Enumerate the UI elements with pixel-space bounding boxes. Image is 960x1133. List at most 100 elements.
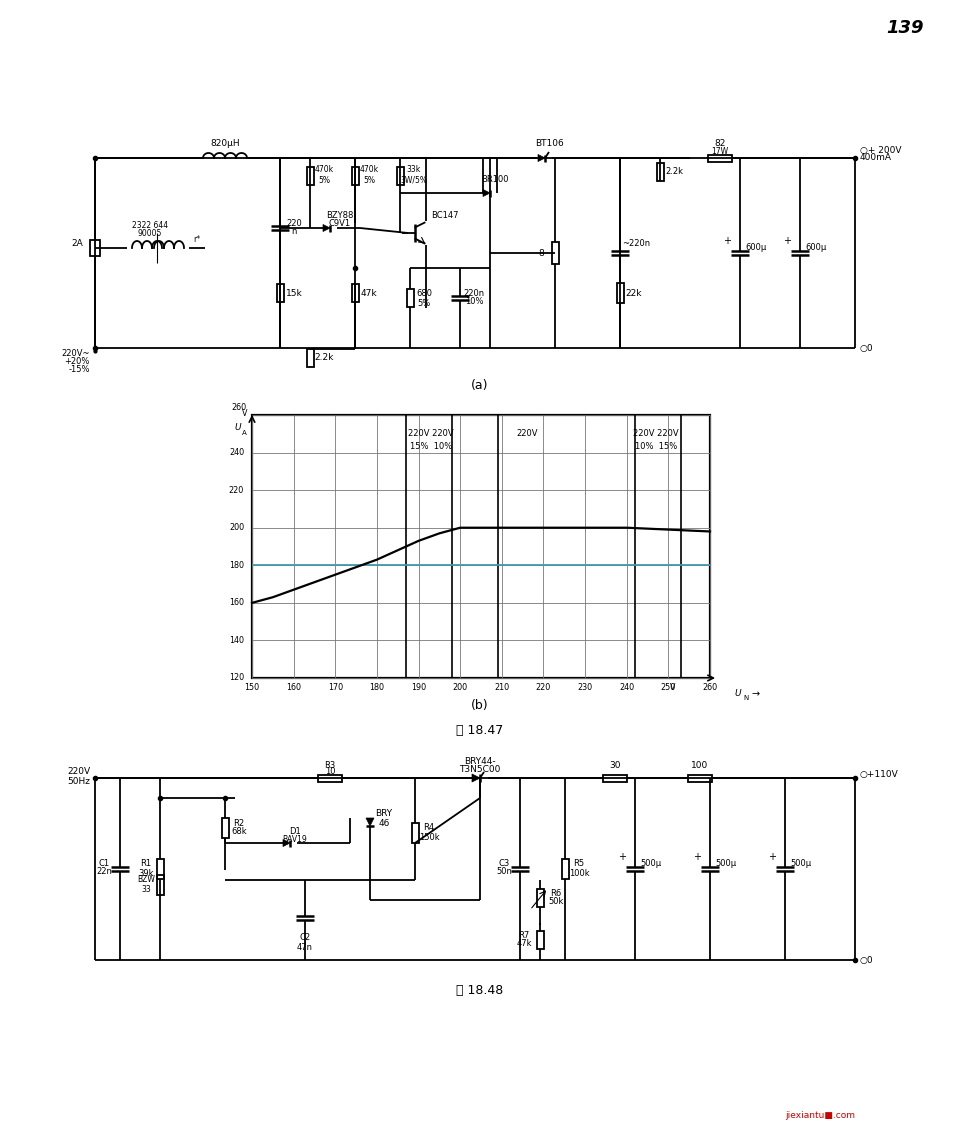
Text: 220: 220 bbox=[228, 486, 244, 495]
Text: 50Hz: 50Hz bbox=[67, 776, 90, 785]
Text: 22k: 22k bbox=[626, 289, 642, 298]
Bar bbox=[351, 284, 358, 303]
Polygon shape bbox=[472, 774, 480, 782]
Text: 10%: 10% bbox=[465, 298, 483, 307]
Bar bbox=[222, 818, 228, 838]
Bar bbox=[306, 349, 314, 367]
Bar bbox=[616, 283, 623, 303]
Text: 33k
3W/5%: 33k 3W/5% bbox=[400, 165, 427, 185]
Text: R5: R5 bbox=[573, 860, 585, 869]
Bar bbox=[306, 167, 314, 185]
Text: R2: R2 bbox=[233, 818, 245, 827]
Bar bbox=[396, 167, 403, 185]
Text: 160: 160 bbox=[286, 682, 301, 691]
Text: C3: C3 bbox=[498, 859, 510, 868]
Text: +: + bbox=[783, 236, 791, 246]
Text: +: + bbox=[723, 236, 731, 246]
Text: 100k: 100k bbox=[568, 869, 589, 877]
Text: ○0: ○0 bbox=[860, 955, 874, 964]
Text: BR100: BR100 bbox=[481, 176, 509, 185]
Text: 15k: 15k bbox=[286, 289, 302, 298]
Bar bbox=[551, 242, 559, 264]
Text: 160: 160 bbox=[229, 598, 244, 607]
Text: 图 18.48: 图 18.48 bbox=[456, 983, 504, 997]
Text: jiexiantu■.com: jiexiantu■.com bbox=[785, 1110, 855, 1119]
Text: +: + bbox=[693, 852, 701, 862]
Text: C2: C2 bbox=[300, 934, 311, 943]
Text: T3N5C00: T3N5C00 bbox=[459, 766, 501, 775]
Bar bbox=[562, 859, 568, 879]
Text: D1: D1 bbox=[289, 826, 300, 835]
Text: 190: 190 bbox=[411, 682, 426, 691]
Text: 220: 220 bbox=[286, 220, 301, 229]
Text: 220V 220V: 220V 220V bbox=[633, 429, 679, 438]
Text: 400mA: 400mA bbox=[860, 153, 892, 162]
Text: 170: 170 bbox=[327, 682, 343, 691]
Text: 22n: 22n bbox=[96, 868, 112, 877]
Text: R7: R7 bbox=[518, 930, 530, 939]
Text: (b): (b) bbox=[471, 699, 489, 713]
Text: C9V1: C9V1 bbox=[329, 219, 351, 228]
Text: 140: 140 bbox=[229, 636, 244, 645]
Text: 260: 260 bbox=[703, 682, 717, 691]
Text: BZW: BZW bbox=[137, 876, 155, 885]
Text: 50n: 50n bbox=[496, 868, 512, 877]
Text: 39k: 39k bbox=[138, 869, 154, 877]
Bar bbox=[276, 284, 283, 303]
Text: BZY88: BZY88 bbox=[326, 211, 353, 220]
Text: 150k: 150k bbox=[419, 833, 440, 842]
Bar bbox=[156, 875, 163, 895]
Text: +20%: +20% bbox=[64, 357, 90, 366]
Text: 10: 10 bbox=[324, 767, 335, 776]
Text: 600μ: 600μ bbox=[745, 244, 767, 253]
Text: R1: R1 bbox=[140, 860, 152, 869]
Text: (a): (a) bbox=[471, 380, 489, 392]
Text: 220: 220 bbox=[536, 682, 551, 691]
Text: ○+110V: ○+110V bbox=[860, 769, 899, 778]
Bar bbox=[708, 154, 732, 162]
Text: 47k: 47k bbox=[361, 289, 377, 298]
Text: 47k: 47k bbox=[516, 939, 532, 948]
Text: n: n bbox=[291, 228, 297, 237]
Bar bbox=[351, 167, 358, 185]
Text: 500μ: 500μ bbox=[640, 860, 661, 869]
Text: 33: 33 bbox=[141, 885, 151, 894]
Text: 82: 82 bbox=[714, 139, 726, 148]
Text: 100: 100 bbox=[691, 760, 708, 769]
Text: -15%: -15% bbox=[68, 365, 90, 374]
Text: →: → bbox=[752, 689, 760, 699]
Text: ○+ 200V: ○+ 200V bbox=[860, 145, 901, 154]
Text: 220V 220V: 220V 220V bbox=[408, 429, 454, 438]
Polygon shape bbox=[323, 224, 330, 231]
Bar bbox=[603, 775, 627, 782]
Text: 图 18.47: 图 18.47 bbox=[456, 724, 504, 736]
Text: 2.2k: 2.2k bbox=[665, 168, 683, 177]
Polygon shape bbox=[283, 840, 290, 846]
Bar bbox=[252, 415, 710, 678]
Text: BAV19: BAV19 bbox=[282, 835, 307, 843]
Text: +: + bbox=[618, 852, 626, 862]
Text: 2A: 2A bbox=[71, 239, 83, 248]
Text: 10%  15%: 10% 15% bbox=[635, 442, 677, 451]
Text: N: N bbox=[743, 695, 749, 701]
Text: 2322 644: 2322 644 bbox=[132, 221, 168, 230]
Text: V: V bbox=[242, 409, 247, 418]
Text: BC147: BC147 bbox=[431, 211, 459, 220]
Text: 240: 240 bbox=[228, 448, 244, 457]
Text: 500μ: 500μ bbox=[715, 860, 736, 869]
Text: +: + bbox=[768, 852, 776, 862]
Text: 470k
5%: 470k 5% bbox=[315, 165, 333, 185]
Bar bbox=[537, 931, 543, 949]
Text: BRY44-: BRY44- bbox=[465, 758, 495, 767]
Text: U: U bbox=[734, 690, 741, 699]
Text: 600μ: 600μ bbox=[805, 244, 827, 253]
Text: 500μ: 500μ bbox=[790, 860, 811, 869]
Text: 230: 230 bbox=[578, 682, 592, 691]
Text: 150: 150 bbox=[245, 682, 259, 691]
Text: R4: R4 bbox=[423, 824, 435, 833]
Text: 8: 8 bbox=[539, 248, 544, 257]
Text: BT106: BT106 bbox=[536, 139, 564, 148]
Text: 46: 46 bbox=[378, 818, 390, 827]
Text: 68k: 68k bbox=[231, 827, 247, 836]
Text: 210: 210 bbox=[494, 682, 510, 691]
